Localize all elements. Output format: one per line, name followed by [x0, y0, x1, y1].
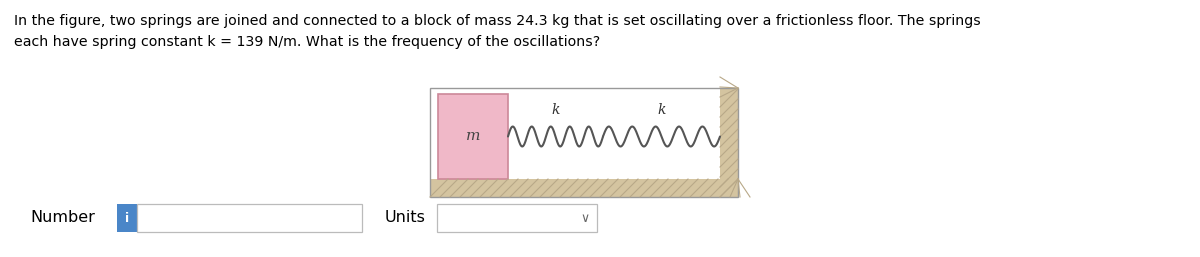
- Bar: [720, 88, 738, 197]
- Text: ∨: ∨: [581, 212, 589, 225]
- Bar: [430, 88, 738, 197]
- Bar: [118, 204, 137, 232]
- Text: i: i: [125, 212, 130, 225]
- Bar: [430, 179, 738, 197]
- Bar: [438, 94, 508, 179]
- Bar: [430, 88, 720, 179]
- Text: m: m: [466, 130, 480, 143]
- Text: Units: Units: [385, 210, 426, 225]
- Text: In the figure, two springs are joined and connected to a block of mass 24.3 kg t: In the figure, two springs are joined an…: [14, 14, 980, 28]
- Text: k: k: [551, 103, 559, 116]
- Bar: [437, 204, 598, 232]
- Text: Number: Number: [30, 210, 95, 225]
- Text: k: k: [658, 103, 666, 116]
- Bar: [137, 204, 362, 232]
- Text: each have spring constant k = 139 N/m. What is the frequency of the oscillations: each have spring constant k = 139 N/m. W…: [14, 35, 600, 49]
